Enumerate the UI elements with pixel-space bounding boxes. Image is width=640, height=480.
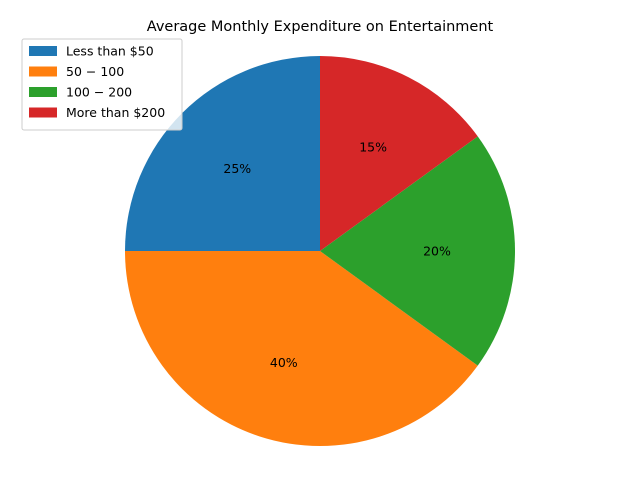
chart-title: Average Monthly Expenditure on Entertain… — [147, 19, 494, 35]
legend-items: Less than $50 50 − 100 100 − 200 More than … — [29, 44, 165, 120]
legend-frame — [21, 38, 183, 131]
legend-swatch — [29, 87, 57, 97]
slice-value-label: 25% — [223, 161, 251, 176]
legend-label: 100 − 200 — [66, 85, 132, 100]
slice-value-label: 20% — [423, 244, 451, 259]
pie-slice-more-than-200 — [320, 56, 478, 251]
legend-swatch — [29, 107, 57, 118]
pie-slice-50-100 — [125, 251, 478, 447]
pie-slice-less-than-50 — [125, 56, 320, 251]
legend: Less than $50 50 − 100 100 − 200 More than … — [21, 38, 183, 131]
slice-value-label: 40% — [270, 355, 298, 370]
slice-value-label: 15% — [359, 139, 387, 154]
legend-label: Less than $50 — [66, 44, 154, 59]
legend-swatch — [29, 46, 57, 56]
legend-swatch — [29, 66, 57, 77]
slice-value-labels: 25% 40% 20% 15% — [223, 139, 451, 369]
legend-label: 50 − 100 — [66, 64, 124, 79]
legend-label: More than $200 — [66, 105, 165, 120]
pie-slices — [125, 56, 516, 447]
pie-slice-100-200 — [320, 136, 516, 366]
